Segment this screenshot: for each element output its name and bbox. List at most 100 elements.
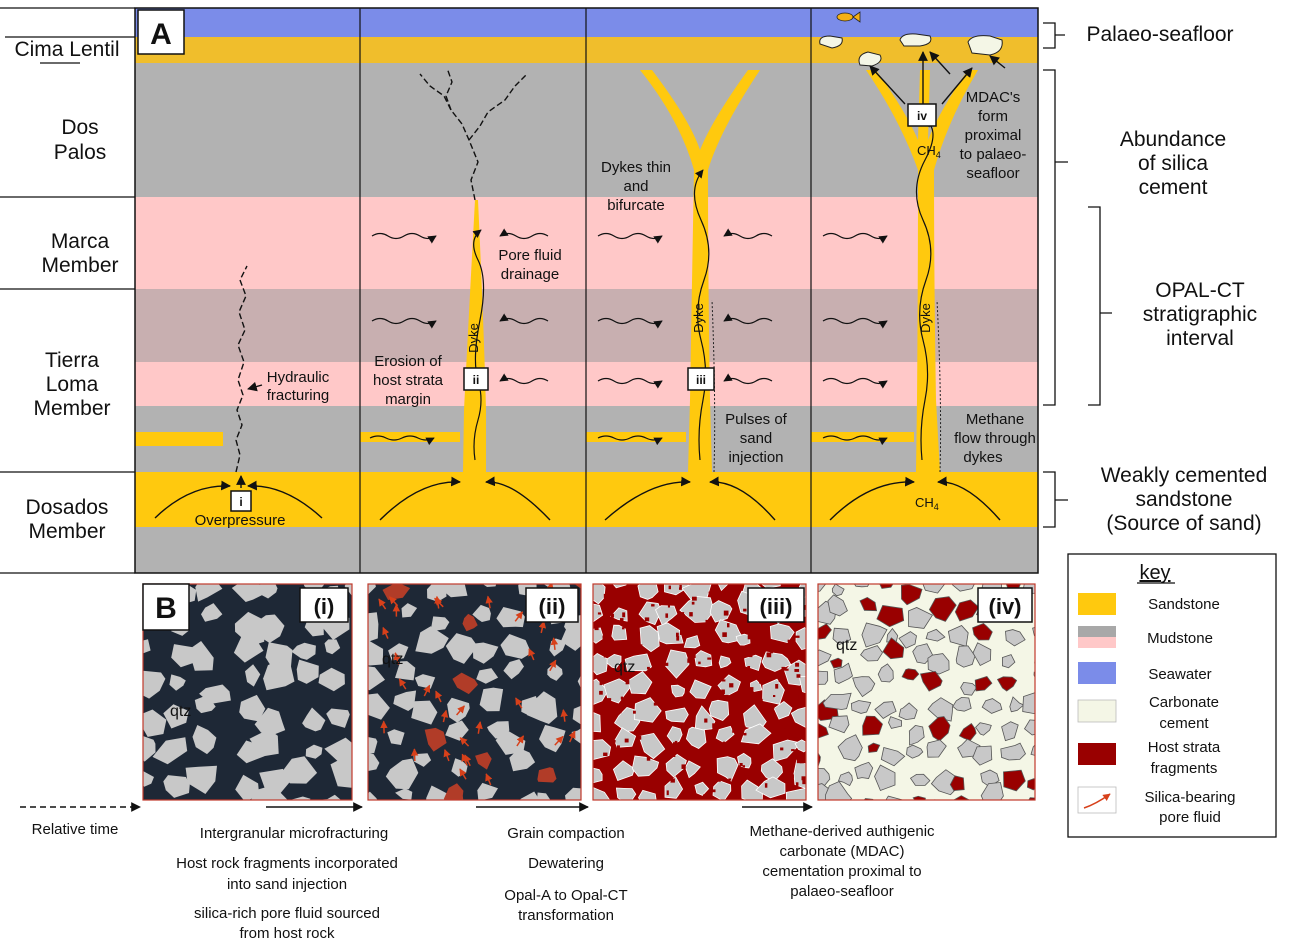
grain (593, 653, 609, 676)
cement-speckle (796, 621, 799, 626)
grain (833, 662, 853, 684)
silica-fluid-arrow-icon (1083, 793, 1111, 809)
cement-speckle (722, 741, 726, 747)
pulses-label: Pulses of (725, 411, 788, 428)
grain (495, 729, 526, 755)
tile-iv-frame (817, 583, 1036, 801)
cement-speckle (729, 683, 734, 688)
cement-speckle (692, 596, 697, 601)
stage-tag-iii: iii (687, 367, 715, 391)
cement-speckle (795, 635, 800, 638)
grain (482, 584, 497, 587)
grain (694, 781, 710, 796)
cement-speckle (673, 742, 676, 747)
cement-speckle (616, 745, 620, 750)
ch4-label: CH4 (915, 495, 939, 512)
grain (368, 666, 385, 691)
cement-speckle (695, 776, 700, 779)
grain (912, 795, 926, 800)
cement-speckle (647, 666, 650, 670)
unit-label-dosados: Member (28, 520, 105, 543)
grain (639, 625, 660, 653)
cement-speckle (791, 749, 795, 752)
grain (593, 627, 604, 644)
cement-speckle (743, 608, 747, 612)
dykes-thin-label: and (623, 178, 648, 195)
cement-speckle (784, 668, 789, 671)
grain (1030, 744, 1035, 756)
stage-iii-annotations: Dykes thin and bifurcate Pulses of sand … (597, 159, 788, 521)
silica-fluid-arrow (475, 721, 483, 734)
cement-speckle (705, 619, 711, 625)
grain (143, 639, 151, 654)
panel-a-letter-box (137, 9, 185, 55)
grain (231, 584, 267, 602)
stage-tag-ii: ii (463, 367, 489, 391)
grain (832, 627, 852, 646)
mdac-nodule (858, 51, 882, 67)
qtz-label: qtz (836, 637, 857, 654)
grain (477, 782, 498, 800)
grain (475, 752, 492, 770)
cement-speckle (794, 669, 800, 672)
grain (163, 775, 190, 798)
cement-speckle (736, 791, 741, 795)
cement-speckle (767, 640, 772, 645)
grain (831, 584, 845, 597)
grain (443, 783, 464, 800)
cement-speckle (606, 698, 612, 702)
grain (560, 625, 581, 651)
grain (631, 755, 660, 777)
cement-speckle (757, 700, 761, 704)
grain (664, 776, 684, 799)
cement-speckle (698, 661, 701, 665)
key-label-seawater: Seawater (1148, 666, 1211, 683)
silica-fluid-arrow (485, 595, 493, 609)
cement-speckle (599, 690, 603, 695)
sand-lens (135, 432, 223, 446)
grain (785, 787, 806, 800)
cement-speckle (796, 759, 802, 764)
cement-speckle (773, 695, 776, 698)
grain (330, 757, 352, 788)
grain (760, 584, 781, 589)
grain (574, 584, 581, 589)
cement-speckle (613, 739, 616, 743)
unit-label-tierra-loma: Loma (46, 373, 99, 396)
grain (708, 699, 730, 721)
cement-speckle (724, 694, 729, 698)
dykes-thin-label: Dykes thin (601, 159, 671, 176)
cement-speckle (633, 710, 636, 714)
grain (627, 671, 653, 695)
grain (593, 603, 604, 623)
grain (414, 674, 436, 689)
grain (874, 764, 896, 792)
stage1-text: into sand injection (227, 876, 347, 893)
unit-divider-lines (0, 7, 135, 574)
grain (922, 584, 946, 594)
fish-icon (836, 11, 861, 23)
key-label-carbonate: Carbonate (1149, 694, 1219, 711)
mdac-nodule (819, 35, 843, 49)
key-swatch-carbonate (1077, 699, 1117, 723)
grain (638, 732, 666, 760)
grain (539, 724, 566, 753)
grain (612, 584, 627, 589)
grain (415, 626, 449, 654)
grain (258, 584, 278, 599)
grain (452, 672, 478, 695)
stage1-text: silica-rich pore fluid sourced (194, 905, 380, 922)
methane-label: dykes (963, 449, 1002, 466)
cement-speckle (737, 797, 741, 800)
grain (291, 796, 311, 800)
grain (472, 642, 499, 664)
cement-speckle (680, 630, 684, 635)
cement-speckle (653, 702, 659, 706)
weakly-cemented-label: (Source of sand) (1106, 512, 1261, 535)
cement-speckle (764, 783, 768, 788)
grain (901, 668, 920, 681)
grain (769, 623, 795, 644)
key-label-silica-fluid: pore fluid (1159, 809, 1221, 826)
grain (837, 771, 853, 787)
grain (615, 787, 637, 800)
